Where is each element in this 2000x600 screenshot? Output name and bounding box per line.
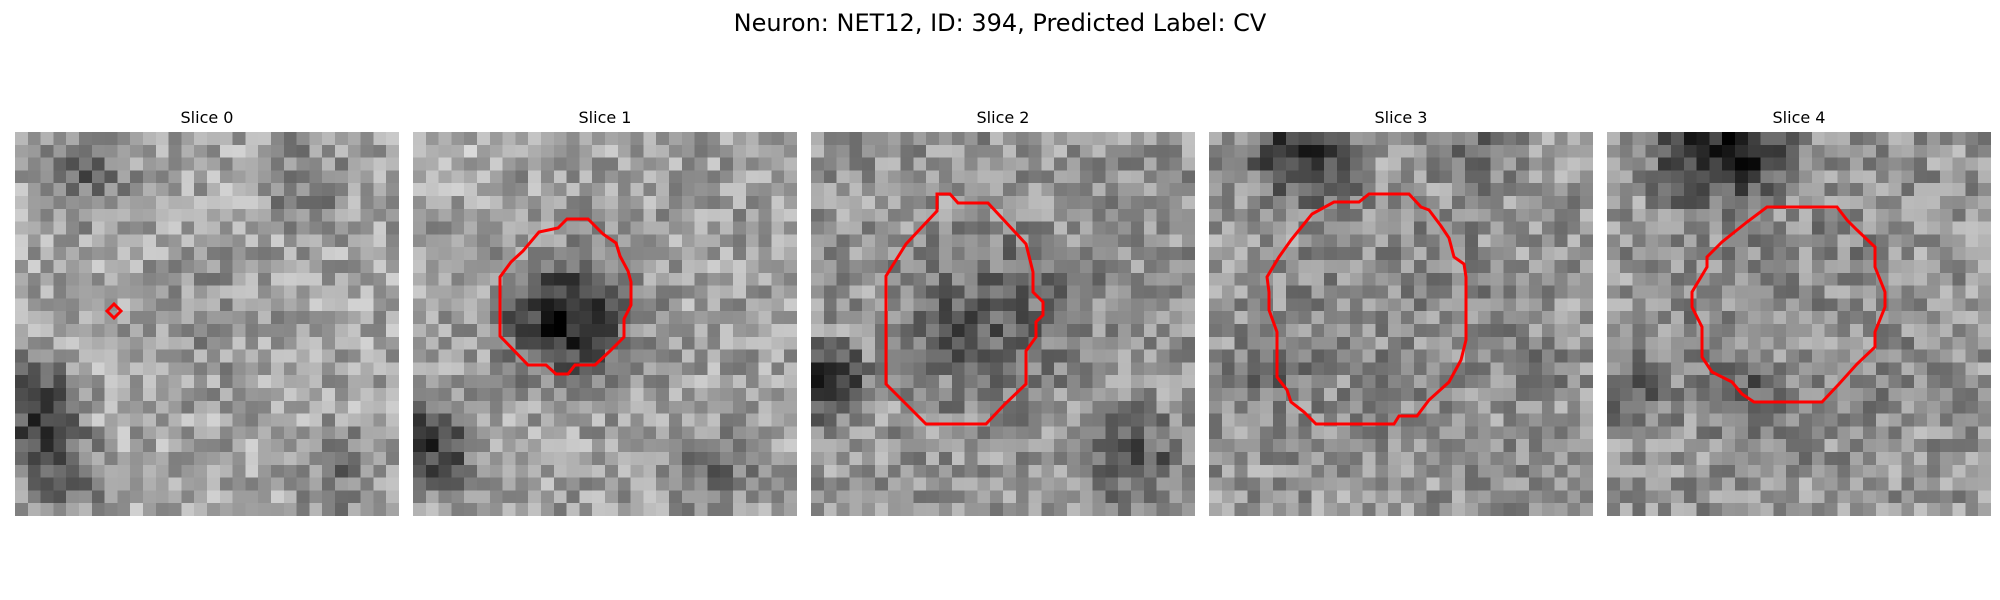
contour-overlay-2: [884, 192, 1045, 426]
contour-overlay-1: [498, 217, 633, 376]
slice-title: Slice 4: [1772, 108, 1826, 127]
slice-panel-2: Slice 2: [811, 108, 1195, 516]
slice-panel-4: Slice 4: [1607, 108, 1991, 516]
segmentation-contour: [1265, 192, 1468, 426]
figure-title: Neuron: NET12, ID: 394, Predicted Label:…: [733, 9, 1267, 37]
slice-image-0: [15, 132, 399, 516]
slice-panel-1: Slice 1: [413, 108, 797, 516]
contour-overlay-4: [1690, 205, 1887, 404]
slice-image-2: [811, 132, 1195, 516]
slice-title: Slice 3: [1374, 108, 1428, 127]
segmentation-contour: [884, 192, 1045, 426]
slice-panel-0: Slice 0: [15, 108, 399, 516]
slice-title: Slice 1: [578, 108, 632, 127]
segmentation-contour: [498, 217, 633, 376]
segmentation-contour: [1690, 205, 1887, 404]
slice-panel-3: Slice 3: [1209, 108, 1593, 516]
slice-image-1: [413, 132, 797, 516]
slice-image-4: [1607, 132, 1991, 516]
slice-title: Slice 0: [180, 108, 234, 127]
segmentation-contour: [104, 301, 124, 321]
contour-overlay-0: [104, 301, 124, 321]
slice-title: Slice 2: [976, 108, 1030, 127]
contour-overlay-3: [1265, 192, 1468, 426]
